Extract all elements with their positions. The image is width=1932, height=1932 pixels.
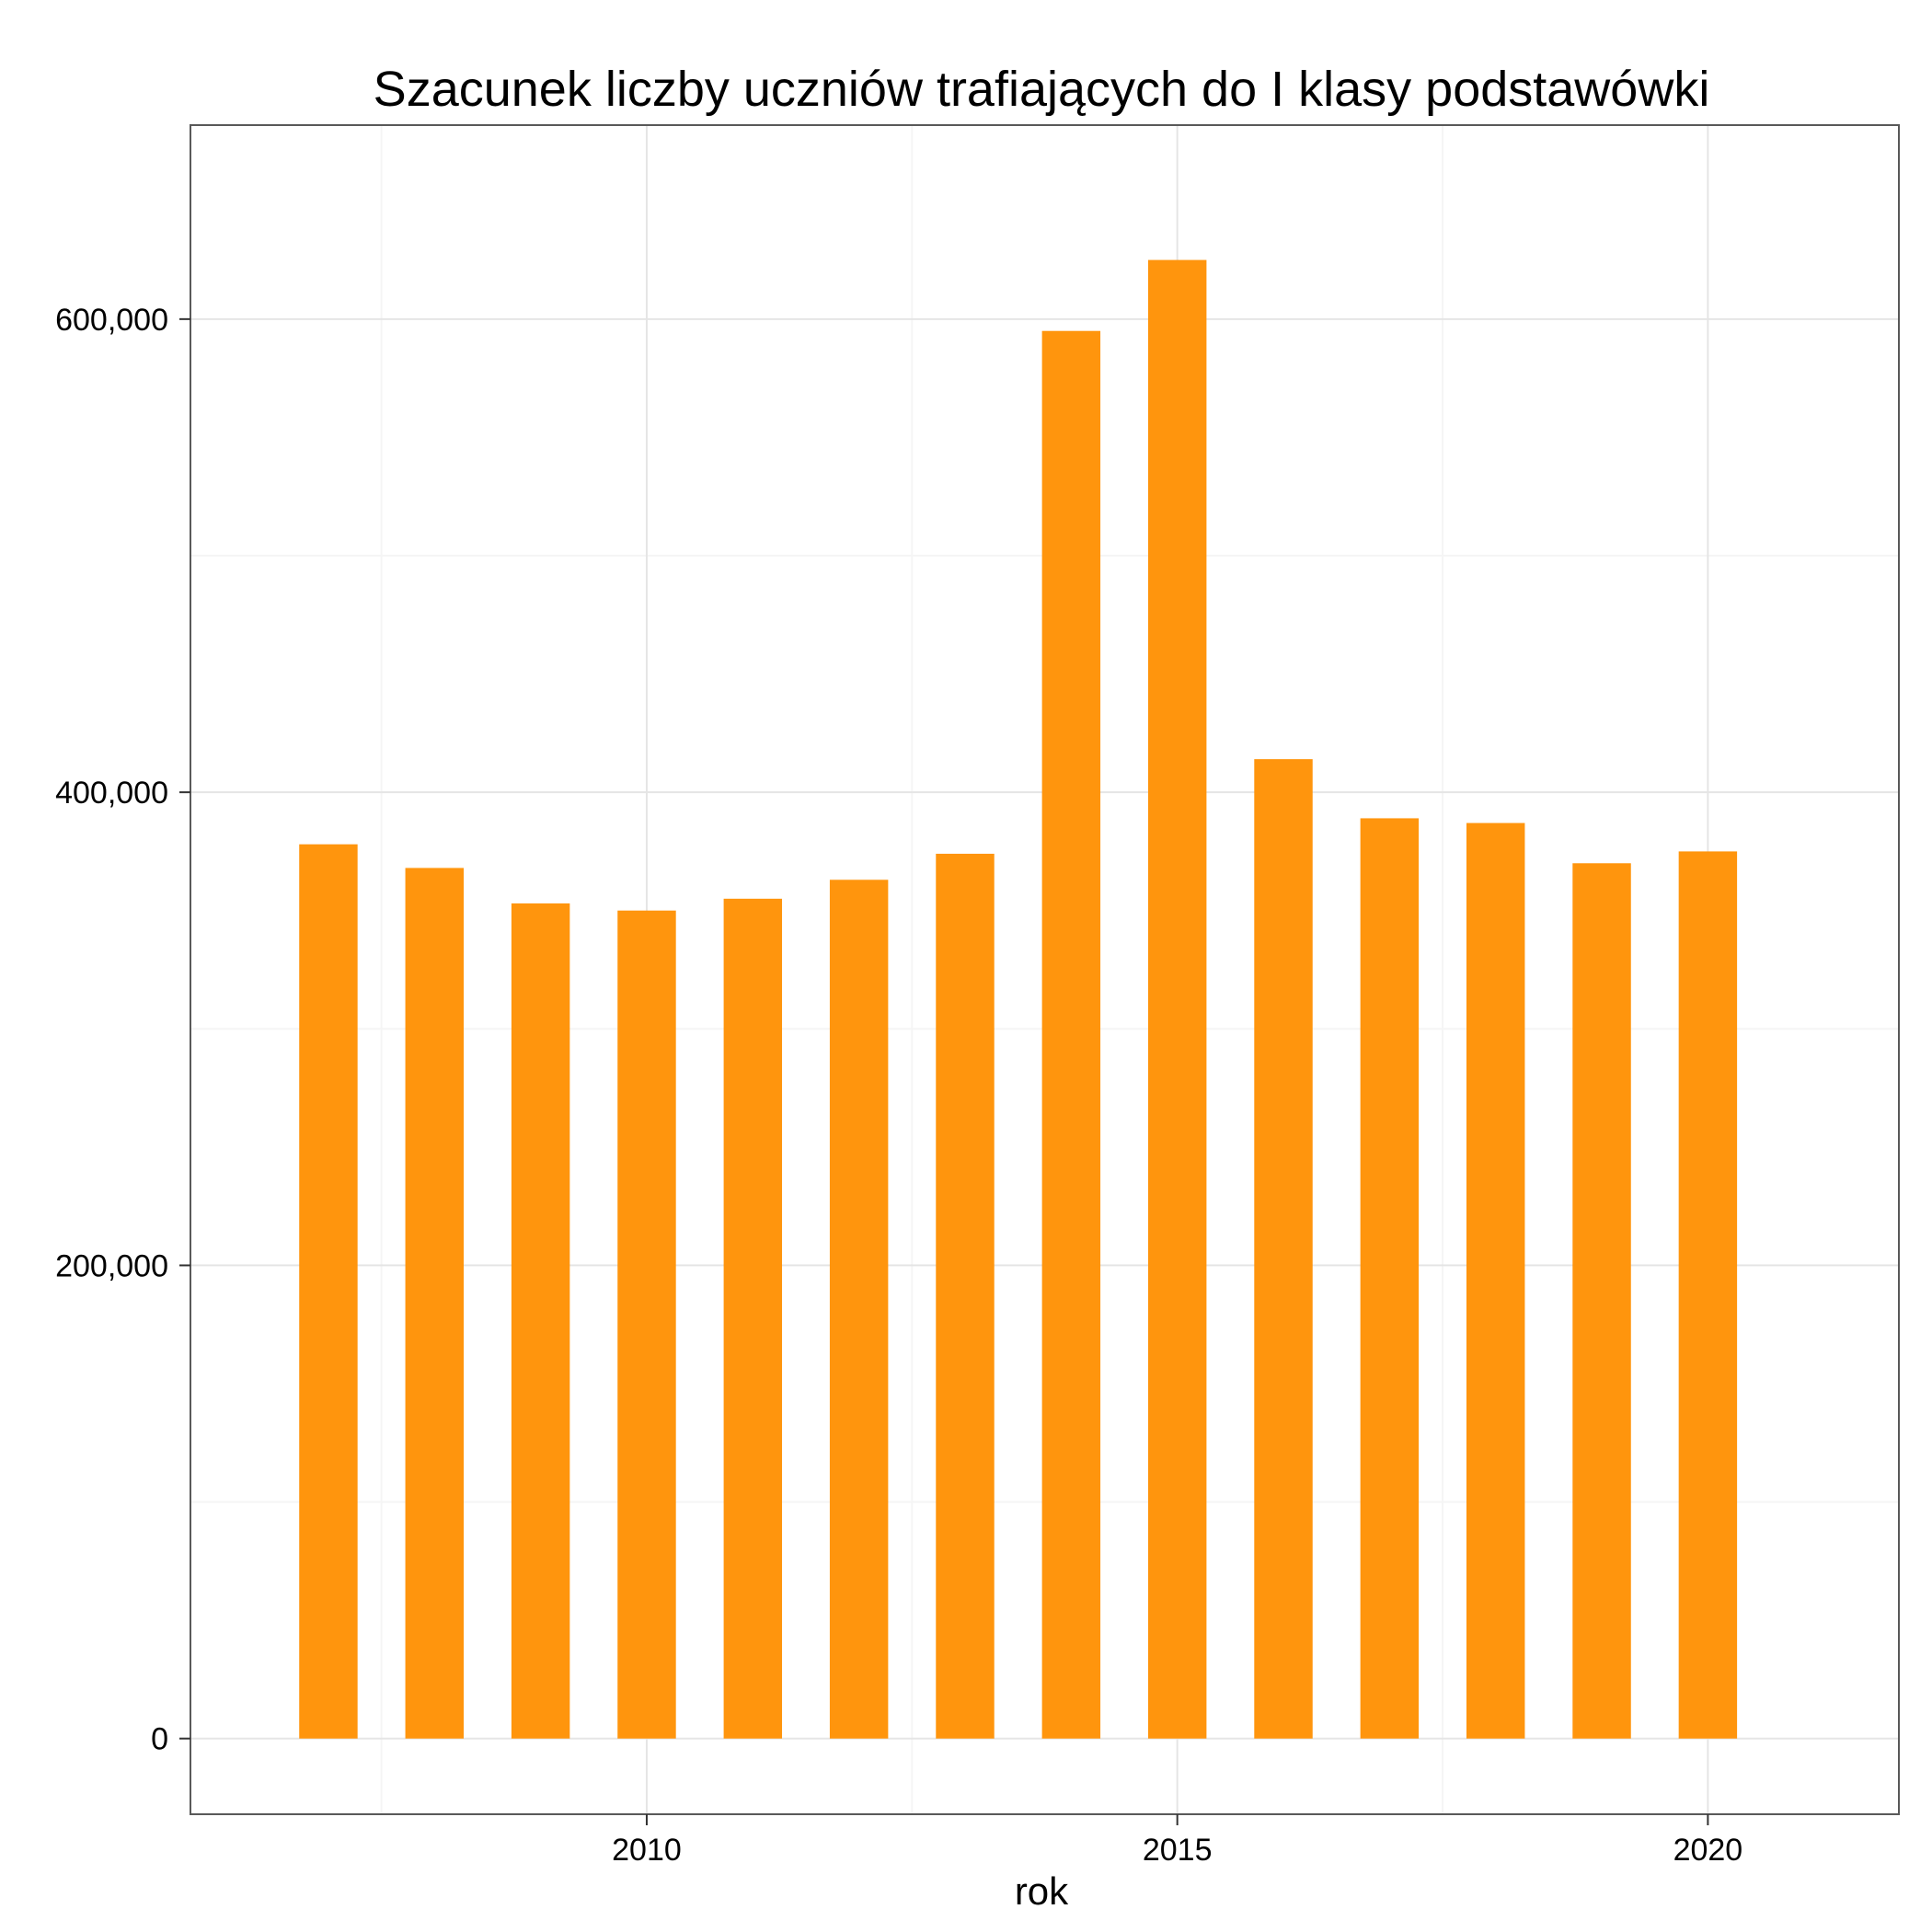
bar-2019 xyxy=(1572,863,1631,1739)
bar-2018 xyxy=(1466,822,1525,1739)
chart-title: Szacunek liczby uczniów trafiających do … xyxy=(374,62,1710,117)
x-axis-title: rok xyxy=(1015,1869,1069,1913)
bar-2009 xyxy=(511,903,570,1739)
bar-2007 xyxy=(299,844,358,1739)
bar-2014 xyxy=(1041,330,1101,1739)
bar-2008 xyxy=(405,868,465,1739)
x-tick-label: 2010 xyxy=(612,1833,682,1868)
x-tick-label: 2020 xyxy=(1673,1833,1743,1868)
bar-2012 xyxy=(829,880,889,1739)
bar-2017 xyxy=(1360,818,1420,1739)
y-tick-label: 0 xyxy=(151,1722,168,1757)
x-tick-label: 2015 xyxy=(1143,1833,1213,1868)
x-axis: 2010 2015 2020 xyxy=(612,1814,1742,1868)
bar-2020 xyxy=(1678,851,1738,1739)
bars xyxy=(299,259,1738,1739)
y-tick-label: 600,000 xyxy=(55,303,168,338)
y-tick-label: 200,000 xyxy=(55,1248,168,1283)
y-axis: 0 200,000 400,000 600,000 xyxy=(55,303,190,1757)
bar-2010 xyxy=(617,910,676,1739)
bar-2016 xyxy=(1254,759,1313,1739)
panel-border xyxy=(190,124,1900,1815)
bar-2015 xyxy=(1147,259,1207,1739)
bar-2013 xyxy=(936,854,995,1739)
y-tick-label: 400,000 xyxy=(55,776,168,811)
bar-2011 xyxy=(723,898,783,1739)
